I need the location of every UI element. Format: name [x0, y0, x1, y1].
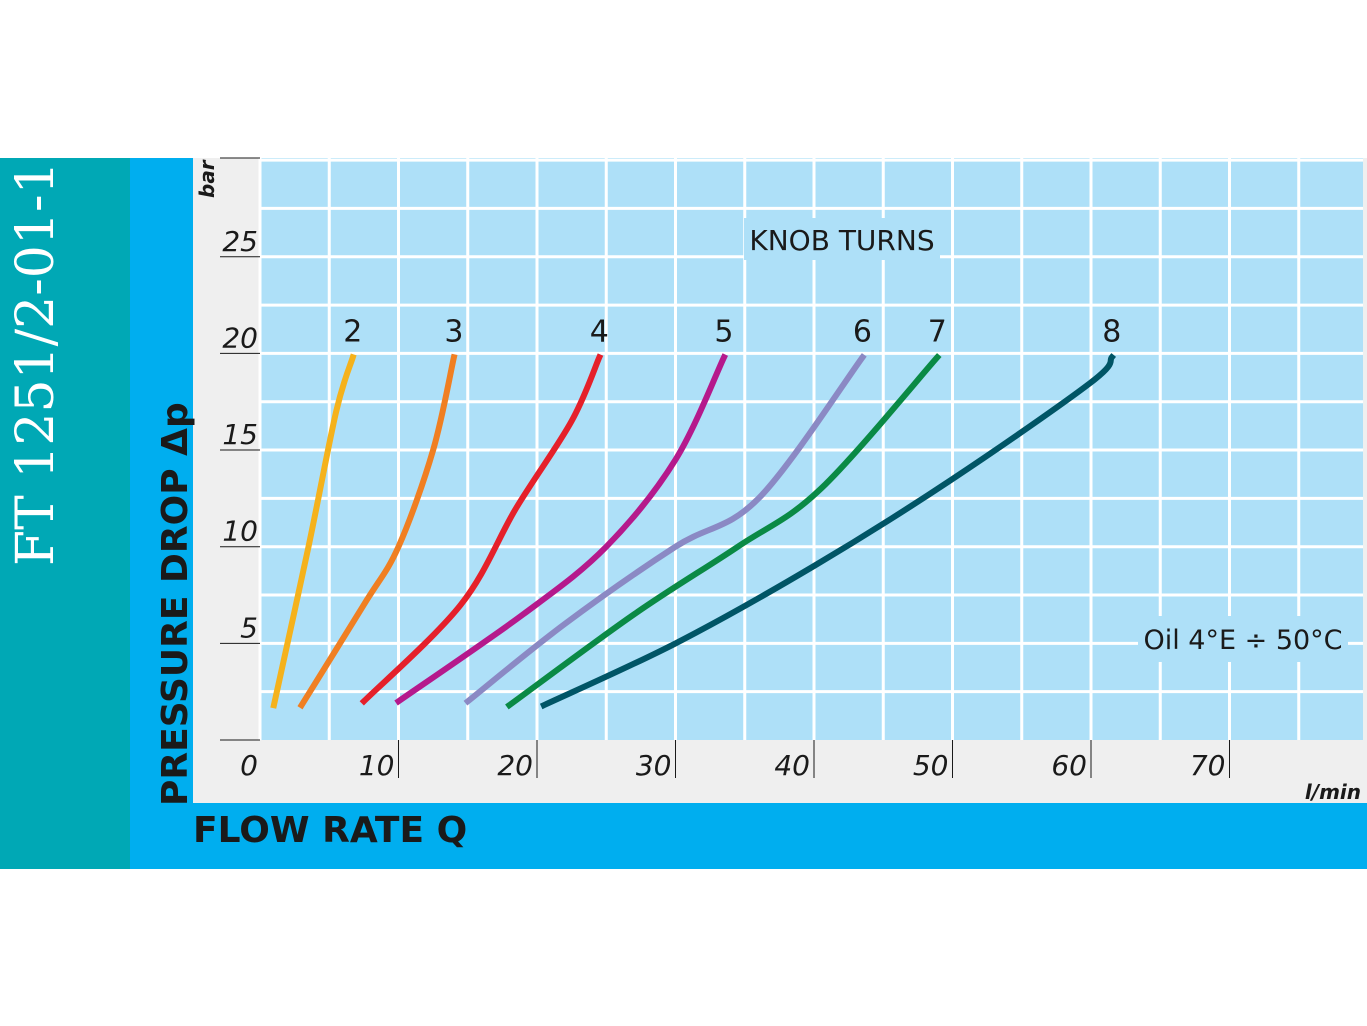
x-tick-label: 0 — [240, 749, 258, 782]
y-axis-title: PRESSURE DROP Δp — [155, 402, 196, 806]
x-tick-label: 50 — [913, 749, 949, 782]
curve-label-6: 6 — [853, 314, 872, 349]
curve-knob-7 — [505, 353, 942, 710]
curves: 2 3 4 5 6 7 8 — [270, 314, 1121, 710]
x-tick-label: 70 — [1190, 749, 1226, 782]
x-tick-label: 30 — [636, 749, 672, 782]
x-axis: 0 10 20 30 40 50 60 70 — [240, 740, 1230, 782]
y-unit-label: bar — [195, 159, 219, 198]
y-tick-label: 10 — [222, 515, 258, 548]
y-tick-label: 25 — [222, 225, 258, 258]
curve-label-4: 4 — [590, 314, 609, 349]
curve-label-8: 8 — [1102, 314, 1121, 349]
x-tick-label: 40 — [774, 749, 810, 782]
condition-label: Oil 4°E ÷ 50°C — [1143, 625, 1342, 656]
x-axis-title: FLOW RATE Q — [193, 810, 467, 851]
x-tick-label: 10 — [359, 749, 395, 782]
y-axis: 5 10 15 20 25 — [220, 157, 260, 741]
y-tick-label: 15 — [222, 418, 258, 451]
curve-label-3: 3 — [444, 314, 463, 349]
curve-knob-3 — [297, 353, 458, 710]
curve-knob-5 — [394, 353, 728, 706]
model-code: FT 1251/2-01-12 — [6, 128, 66, 566]
curve-knob-6 — [463, 353, 867, 706]
curve-label-7: 7 — [928, 314, 947, 349]
y-tick-label: 20 — [222, 321, 258, 354]
curve-knob-2 — [270, 353, 357, 709]
x-tick-label: 60 — [1051, 749, 1087, 782]
curve-label-5: 5 — [714, 314, 733, 349]
sidebar-panel — [0, 158, 130, 869]
x-unit-label: l/min — [1305, 780, 1361, 804]
curve-knob-8 — [539, 353, 1117, 710]
curve-label-2: 2 — [343, 314, 362, 349]
condition-box — [1138, 616, 1348, 662]
x-tick-label: 20 — [497, 749, 533, 782]
y-tick-label: 5 — [240, 611, 258, 644]
legend-title-box — [744, 218, 940, 260]
curve-knob-4 — [359, 353, 604, 706]
legend-title: KNOB TURNS — [749, 224, 934, 257]
